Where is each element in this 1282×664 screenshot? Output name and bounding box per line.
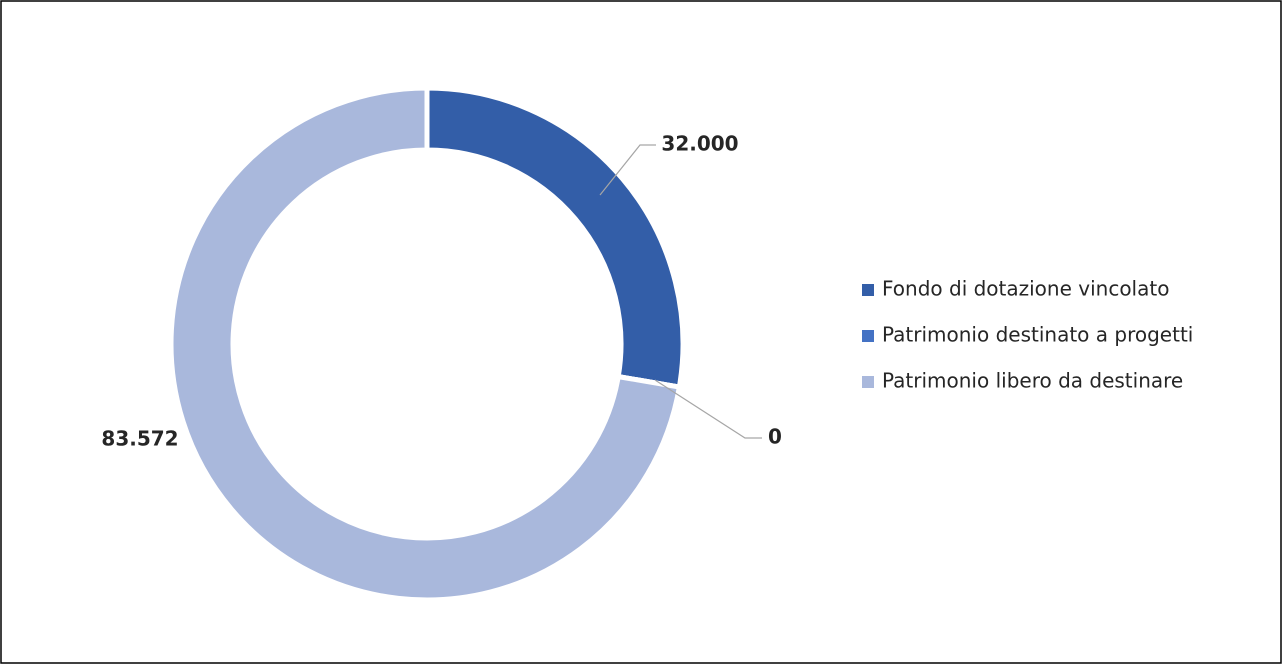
data-label: 83.572 — [101, 427, 178, 451]
data-label: 0 — [768, 425, 782, 449]
legend-swatch — [862, 284, 874, 296]
legend-swatch — [862, 376, 874, 388]
legend-label: Patrimonio libero da destinare — [882, 369, 1183, 393]
legend-swatch — [862, 330, 874, 342]
leader-line — [599, 144, 656, 196]
data-label: 32.000 — [661, 132, 738, 156]
donut-segment — [168, 85, 683, 603]
legend-label: Patrimonio destinato a progetti — [882, 323, 1193, 347]
leader-line — [654, 379, 762, 439]
legend-label: Fondo di dotazione vincolato — [882, 277, 1169, 301]
